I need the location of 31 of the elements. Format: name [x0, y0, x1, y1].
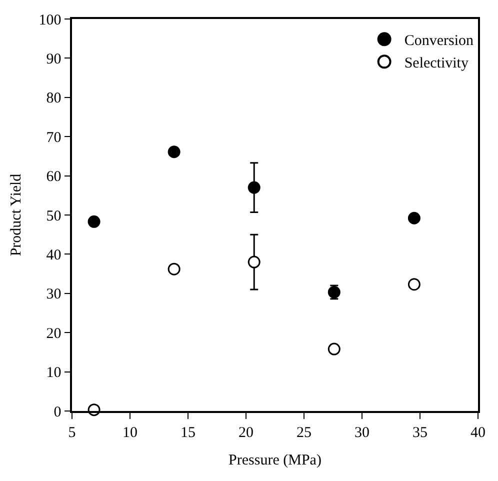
point	[248, 181, 260, 194]
legend-label: Selectivity	[404, 56, 469, 72]
point	[408, 212, 420, 224]
x-axis-title: Pressure (MPa)	[228, 452, 322, 468]
y-tick-label: 30	[46, 286, 62, 303]
x-tick-label: 10	[122, 424, 138, 441]
x-tick-label: 25	[296, 424, 312, 441]
point	[248, 256, 260, 268]
y-tick-label: 20	[46, 326, 62, 342]
y-tick-label: 100	[38, 12, 62, 28]
y-tick-label: 60	[46, 169, 62, 186]
x-tick-label: 20	[238, 424, 254, 441]
x-tick-label: 40	[470, 424, 486, 441]
y-tick-label: 40	[46, 247, 62, 264]
point	[328, 342, 340, 356]
y-tick-label: 10	[46, 365, 62, 382]
x-tick-label: 35	[412, 424, 428, 441]
point	[168, 146, 180, 158]
legend-label: Conversion	[404, 33, 474, 50]
y-tick-label: 50	[46, 208, 62, 224]
y-tick-label: 70	[46, 130, 62, 146]
y-axis-title: Product Yield	[8, 173, 24, 256]
x-tick-label: 5	[68, 424, 76, 441]
x-tick-label: 30	[354, 424, 370, 441]
point	[88, 215, 100, 228]
y-tick-label: 90	[46, 51, 62, 68]
y-tick-label: 80	[46, 90, 62, 107]
point	[168, 262, 180, 276]
point	[408, 278, 420, 291]
x-tick-label: 15	[180, 424, 196, 441]
y-tick-label: 0	[54, 404, 62, 420]
